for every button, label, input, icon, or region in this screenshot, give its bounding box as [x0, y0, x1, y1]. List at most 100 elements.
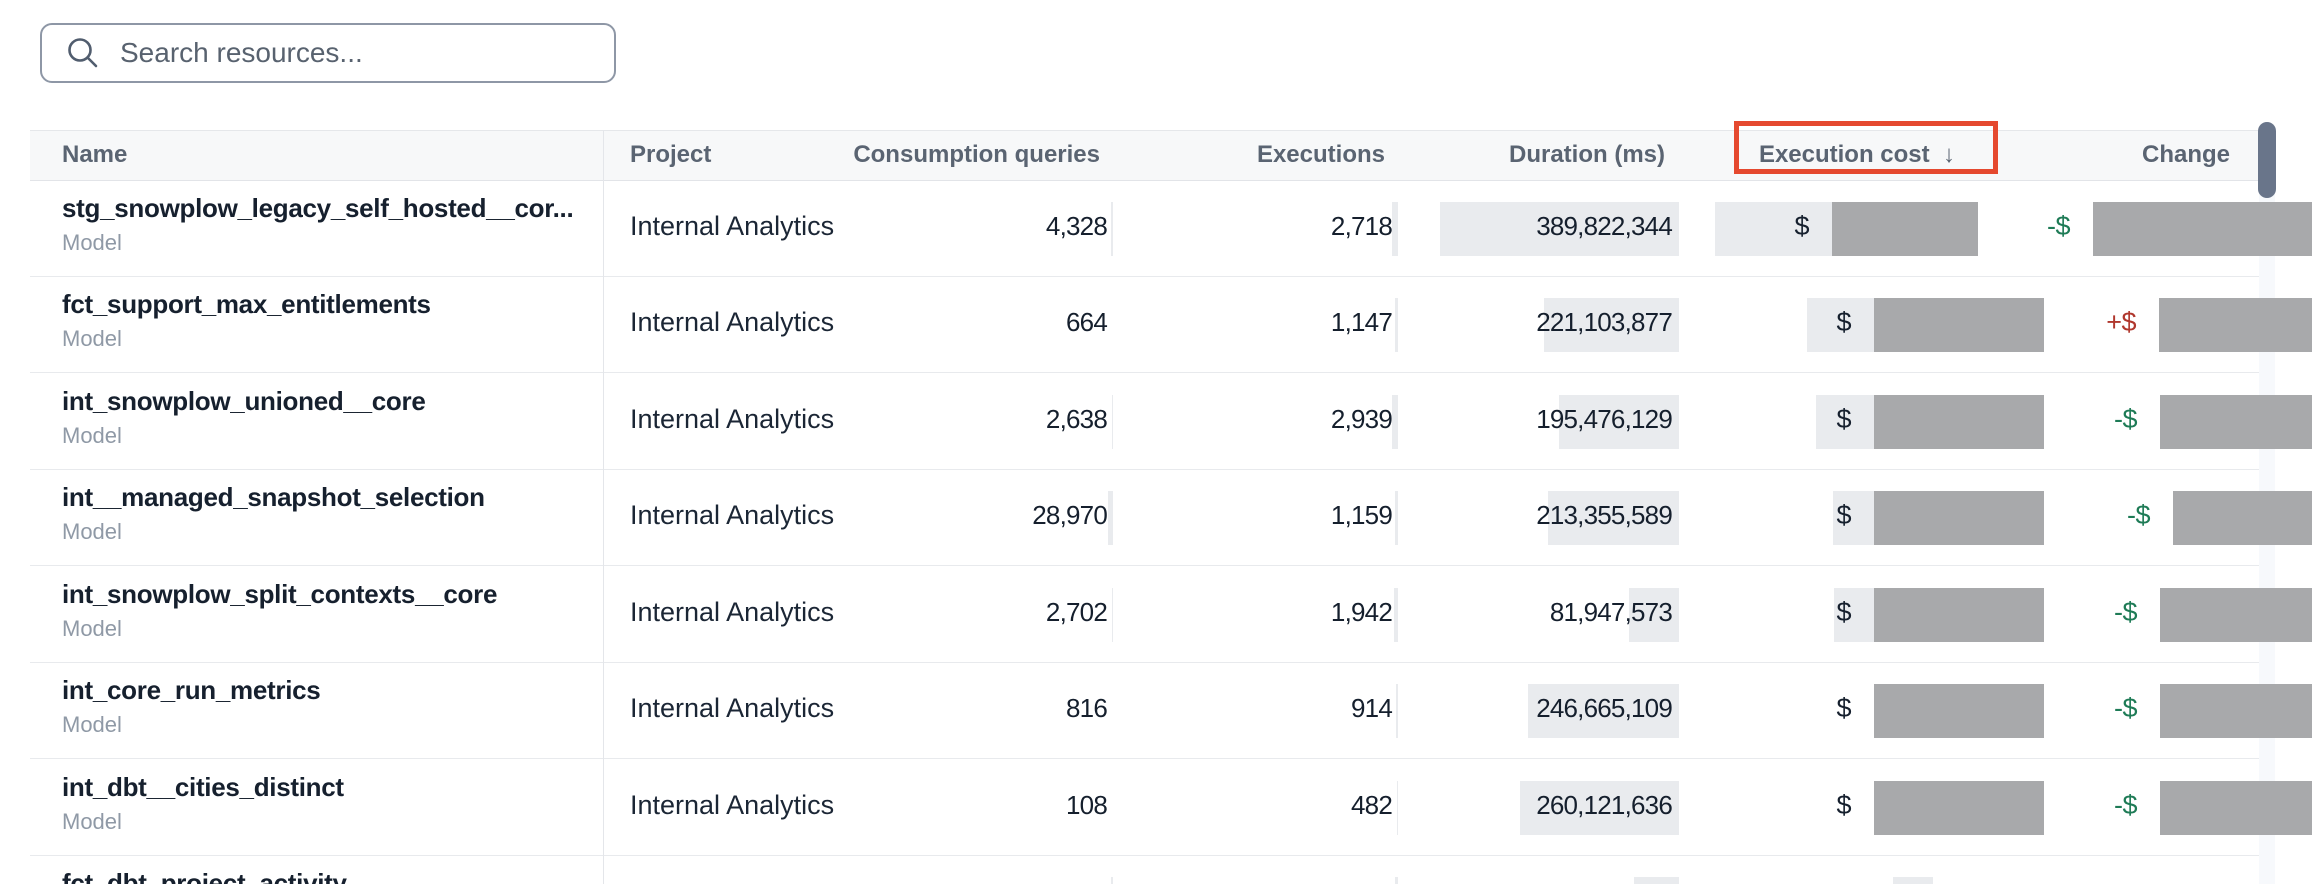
project-cell: Internal Analytics: [630, 211, 835, 241]
search-icon: [66, 36, 100, 70]
duration-value-bar: [1559, 395, 1679, 449]
duration-value-bar: [1544, 298, 1679, 352]
duration-cell: 81,947,573: [1549, 597, 1673, 627]
resource-type-label: Model: [62, 712, 122, 737]
executions-cell: 1,159: [1330, 500, 1393, 530]
change-sign: -$: [2126, 500, 2151, 530]
sort-desc-arrow-icon: ↓: [1943, 141, 1955, 168]
execution-cost-value-bar: [1715, 202, 1832, 256]
column-header-change[interactable]: Change: [2141, 141, 2230, 168]
execution-cost-redaction-block: [1832, 202, 1978, 256]
consumption-queries-cell: 108: [1066, 790, 1108, 820]
execution-cost-redaction-block: [1874, 588, 2044, 642]
execution-cost-highlight-annotation: [1734, 121, 1998, 174]
table-row[interactable]: int_snowplow_unioned__core Model Internal …: [30, 374, 2312, 470]
duration-value-bar: [1629, 588, 1679, 642]
table-row[interactable]: stg_snowplow_legacy_self_hosted__cor... M…: [30, 181, 2312, 277]
resource-type-label: Model: [62, 326, 122, 351]
consumption-queries-cell: 2,702: [1045, 597, 1108, 627]
change-redaction-block: [2093, 202, 2312, 256]
execution-cost-value-bar: [1834, 588, 1874, 642]
executions-value-bar: [1392, 395, 1398, 449]
table-row[interactable]: int_snowplow_split_contexts__core Model In…: [30, 567, 2312, 663]
executions-cell: 482: [1351, 790, 1393, 820]
execution-cost-redaction-block: [1874, 684, 2044, 738]
table-row[interactable]: fct_dbt_project_activity: [30, 856, 2259, 884]
execution-cost-currency: $: [1836, 307, 1851, 337]
change-redaction-block: [2160, 395, 2312, 449]
change-sign: -$: [2113, 597, 2138, 627]
consumption-queries-cell: 2,638: [1045, 404, 1108, 434]
change-sign: +$: [2106, 307, 2136, 337]
project-cell: Internal Analytics: [630, 790, 835, 820]
duration-value-bar: [1520, 781, 1679, 835]
executions-cell: 914: [1351, 693, 1393, 723]
table-row[interactable]: int__managed_snapshot_selection Model Inte…: [30, 470, 2312, 566]
column-header-execution-cost[interactable]: Execution cost ↓: [1758, 141, 1955, 168]
resource-type-label: Model: [62, 230, 122, 255]
resource-name: stg_snowplow_legacy_self_hosted__cor...: [62, 193, 574, 223]
executions-value-bar: [1394, 588, 1398, 642]
execution-cost-value-bar: [1833, 491, 1874, 545]
project-cell: Internal Analytics: [630, 597, 835, 627]
change-redaction-block: [2173, 491, 2312, 545]
execution-cost-redaction-block: [1874, 298, 2044, 352]
change-sign: -$: [2113, 790, 2138, 820]
change-redaction-block: [2160, 588, 2312, 642]
resource-name: int_snowplow_split_contexts__core: [62, 579, 498, 609]
consumption-queries-cell: 816: [1066, 693, 1108, 723]
column-header-name[interactable]: Name: [62, 141, 128, 168]
duration-cell: 246,665,109: [1536, 693, 1673, 723]
consumption-queries-cell: 4,328: [1045, 211, 1108, 241]
change-sign: -$: [2046, 211, 2071, 241]
duration-value-bar: [1440, 202, 1679, 256]
execution-cost-currency: $: [1836, 597, 1851, 627]
execution-cost-value-bar: [1893, 877, 1933, 884]
change-sign: -$: [2113, 693, 2138, 723]
change-sign: -$: [2113, 404, 2138, 434]
column-header-duration[interactable]: Duration (ms): [1509, 141, 1665, 168]
execution-cost-value-bar: [1816, 395, 1874, 449]
duration-cell: 221,103,877: [1536, 307, 1673, 337]
duration-value-bar: [1528, 684, 1679, 738]
resource-type-label: Model: [62, 616, 122, 641]
executions-value-bar: [1396, 684, 1398, 738]
executions-value-bar: [1397, 781, 1398, 835]
consumption-value-bar: [1112, 395, 1113, 449]
consumption-value-bar: [1112, 588, 1113, 642]
duration-cell: 260,121,636: [1536, 790, 1673, 820]
table-row[interactable]: int_core_run_metrics Model Internal Analyt…: [30, 663, 2312, 759]
project-cell: Internal Analytics: [630, 693, 835, 723]
executions-value-bar: [1392, 202, 1398, 256]
resource-name: int_dbt__cities_distinct: [62, 772, 344, 802]
vertical-scrollbar-thumb[interactable]: [2258, 122, 2276, 198]
execution-cost-currency: $: [1794, 211, 1809, 241]
column-divider: [603, 130, 604, 884]
execution-cost-redaction-block: [1874, 781, 2044, 835]
resource-name: int_core_run_metrics: [62, 675, 321, 705]
table-row[interactable]: int_dbt__cities_distinct Model Internal An…: [30, 760, 2312, 856]
resource-name: fct_dbt_project_activity: [62, 868, 347, 884]
column-header-executions[interactable]: Executions: [1256, 141, 1385, 168]
column-header-consumption-queries[interactable]: Consumption queries: [853, 141, 1100, 168]
change-redaction-block: [2160, 684, 2312, 738]
duration-cell: 213,355,589: [1536, 500, 1673, 530]
change-redaction-block: [2160, 781, 2312, 835]
consumption-queries-cell: 664: [1066, 307, 1108, 337]
executions-value-bar: [1395, 491, 1398, 545]
duration-cell: 195,476,129: [1536, 404, 1673, 434]
resource-name: int_snowplow_unioned__core: [62, 386, 426, 416]
resource-name: int__managed_snapshot_selection: [62, 482, 485, 512]
executions-cell: 2,939: [1330, 404, 1393, 434]
search-box[interactable]: [40, 23, 616, 83]
search-input[interactable]: [118, 36, 606, 70]
execution-cost-currency: $: [1836, 500, 1851, 530]
executions-value-bar: [1395, 877, 1398, 884]
execution-cost-value-bar: [1807, 298, 1874, 352]
table-row[interactable]: fct_support_max_entitlements Model Interna…: [30, 277, 2312, 373]
resource-type-label: Model: [62, 809, 122, 834]
execution-cost-currency: $: [1836, 790, 1851, 820]
resource-type-label: Model: [62, 423, 122, 448]
column-header-project[interactable]: Project: [630, 141, 712, 168]
